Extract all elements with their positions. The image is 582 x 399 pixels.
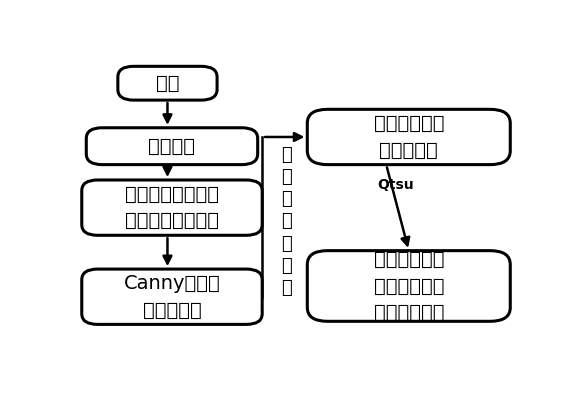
Text: 完成故障分割
实现轴承端面
故障的检测。: 完成故障分割 实现轴承端面 故障的检测。 — [374, 250, 444, 322]
FancyBboxPatch shape — [81, 269, 262, 324]
FancyBboxPatch shape — [307, 109, 510, 165]
FancyBboxPatch shape — [81, 180, 262, 235]
Text: Canny完成图
像的边缘检: Canny完成图 像的边缘检 — [123, 274, 221, 320]
FancyBboxPatch shape — [86, 128, 258, 165]
Text: 中值滤波法对采集
图像进行滤波处理: 中值滤波法对采集 图像进行滤波处理 — [125, 185, 219, 230]
Text: 最
小
二
乘
圆
拟
合: 最 小 二 乘 圆 拟 合 — [282, 146, 292, 297]
Text: 开始: 开始 — [156, 74, 179, 93]
Text: 采集图像: 采集图像 — [148, 137, 196, 156]
FancyBboxPatch shape — [307, 251, 510, 321]
FancyBboxPatch shape — [118, 66, 217, 100]
Text: Qtsu: Qtsu — [377, 178, 414, 192]
Text: 对离散边缘点
进行圆拟合: 对离散边缘点 进行圆拟合 — [374, 114, 444, 160]
